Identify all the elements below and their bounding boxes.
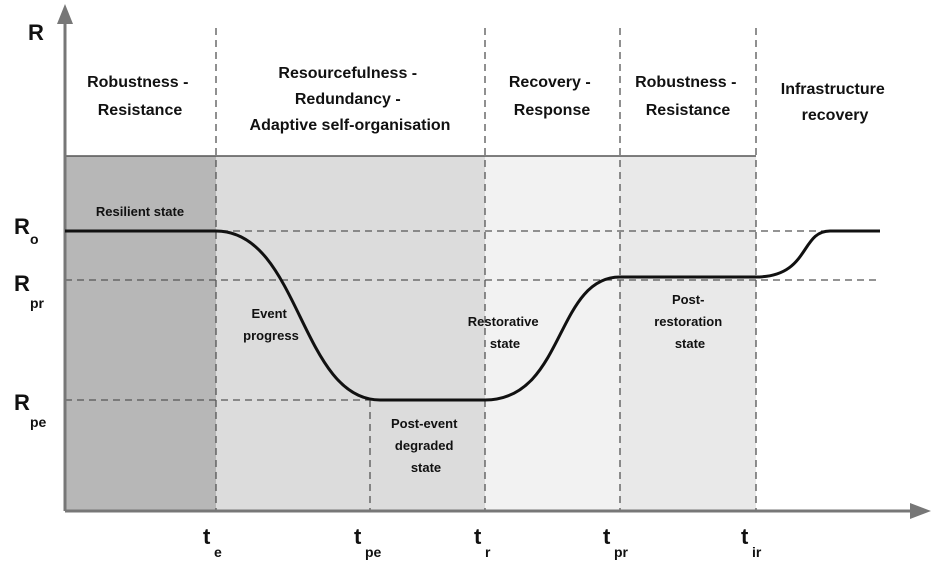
phase-label-robustness-post: Robustness - Resistance [635,74,741,119]
resilience-curve [65,229,880,402]
tick-tpe-sub: pe [365,544,382,560]
state-4-line-1: restoration [654,314,722,329]
state-1-line-1: progress [243,328,299,343]
phase-3-line-0: Robustness - [635,74,736,91]
state-4-line-2: state [675,336,705,351]
tick-label-te: t e [203,524,222,560]
tick-te-sub: e [214,544,222,560]
phase-2-line-0: Recovery - [509,74,591,91]
state-0-line-0: Resilient state [96,204,184,219]
level-label-rpe: R pe [14,390,47,430]
phase-separators [215,28,757,511]
state-label-event-progress: Event progress [243,306,299,343]
tick-tpe-main: t [354,524,362,549]
phase-0-line-0: Robustness - [87,74,188,91]
level-label-ro: R o [14,214,39,247]
band-robustness-initial [65,156,216,511]
level-rpe-main: R [14,390,30,415]
tick-tr-main: t [474,524,482,549]
phase-1-line-2: Adaptive self-organisation [250,117,451,134]
level-ro-main: R [14,214,30,239]
x-axis-arrowhead [910,503,931,519]
state-label-post-event-degraded: Post-event degraded state [391,416,461,475]
level-rpr-sub: pr [30,295,45,311]
tick-label-tir: t ir [741,524,762,560]
phase-1-line-0: Resourcefulness - [278,65,417,82]
phase-0-line-1: Resistance [98,102,183,119]
band-robustness-post [620,156,756,511]
state-2-line-2: state [411,460,441,475]
state-label-restorative: Restorative state [468,314,542,351]
state-3-line-1: state [490,336,520,351]
level-ro-sub: o [30,231,39,247]
level-label-rpr: R pr [14,271,45,311]
tick-label-tpe: t pe [354,524,382,560]
state-4-line-0: Post- [672,292,705,307]
axes [57,4,931,519]
phase-3-line-1: Resistance [646,102,731,119]
phase-4-line-0: Infrastructure [781,81,885,98]
tick-tir-sub: ir [752,544,762,560]
phase-label-infrastructure-recovery: Infrastructure recovery [781,81,889,124]
state-2-line-0: Post-event [391,416,458,431]
phase-label-resourcefulness: Resourcefulness - Redundancy - Adaptive … [250,65,451,134]
phase-label-robustness-initial: Robustness - Resistance [87,74,193,119]
tick-tir-main: t [741,524,749,549]
tick-label-tpr: t pr [603,524,629,560]
phase-1-line-1: Redundancy - [295,91,401,108]
state-label-resilient: Resilient state [96,204,184,219]
y-axis-arrowhead [57,4,73,24]
tick-tr-sub: r [485,544,491,560]
band-recovery [485,156,620,511]
state-3-line-0: Restorative [468,314,539,329]
phase-4-line-1: recovery [802,107,869,124]
band-resourcefulness [216,156,485,511]
tick-tpr-sub: pr [614,544,629,560]
tick-te-main: t [203,524,211,549]
level-rpr-main: R [14,271,30,296]
level-rpe-sub: pe [30,414,47,430]
phase-2-line-1: Response [514,102,591,119]
state-label-post-restoration: Post- restoration state [654,292,726,351]
phase-label-recovery: Recovery - Response [509,74,595,119]
tick-tpr-main: t [603,524,611,549]
state-1-line-0: Event [251,306,287,321]
state-2-line-1: degraded [395,438,454,453]
tick-label-tr: t r [474,524,491,560]
y-axis-label: R [28,20,44,45]
